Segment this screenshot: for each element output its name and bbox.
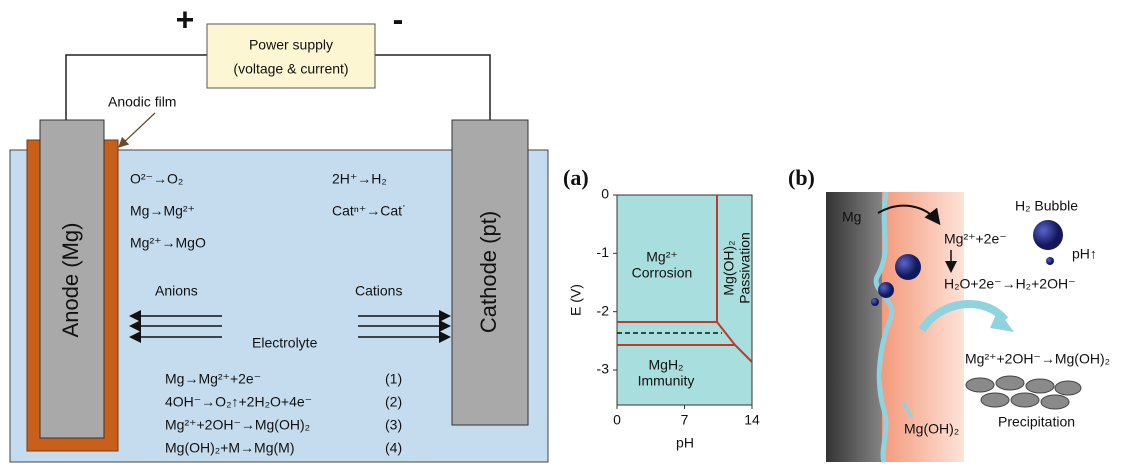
label: Anions [155,283,198,299]
region: Corrosion [632,265,693,281]
minus: - [393,1,404,37]
wire [375,55,490,120]
mg-substrate [826,192,886,462]
y-tick-label: -1 [597,244,610,260]
y-tick-label: -2 [597,302,610,318]
label: Mg²⁺+2e⁻ [944,231,1007,247]
arrow [120,113,155,146]
region: Immunity [638,373,695,389]
bubble [878,282,894,298]
bubble [871,298,879,306]
equation-number: (4) [385,440,402,456]
y-label: E (V) [568,284,584,316]
label: Anodic film [108,94,176,110]
figure: Power supply (voltage & current) + - Ano… [0,0,1145,467]
cathode-label: Cathode (pt) [476,211,501,333]
region: Passivation [737,232,753,304]
bubble [895,254,921,280]
label: Mg(OH)₂ [904,421,959,437]
anode-label: Anode (Mg) [58,223,83,338]
equation-number: (2) [385,394,402,410]
reaction: Catⁿ⁺→Cat˙ [332,203,407,219]
equation: Mg(OH)₂+M→Mg(M) [165,440,294,456]
y-tick-label: -3 [597,361,610,377]
bubble [1033,220,1063,250]
equation: Mg²⁺+2OH⁻→Mg(OH)₂ [165,417,310,433]
label: Power supply [249,37,333,53]
label: H₂O+2e⁻→H₂+2OH⁻ [944,276,1075,292]
reaction: Mg→Mg²⁺ [130,203,195,219]
power-supply [207,24,375,88]
reaction: O²⁻→O₂ [130,171,183,187]
bubble [1046,257,1054,265]
pourbaix: (a) Mg²⁺ Corrosion MgH₂ Immunity Mg(OH)₂… [563,165,760,451]
label: H₂ Bubble [1015,198,1078,214]
x-tick-label: 7 [681,412,689,428]
reaction: Mg²⁺→MgO [130,235,206,251]
panel-label: (a) [563,165,589,190]
label: Mg [842,209,861,225]
label: (voltage & current) [233,61,348,77]
panel-label: (b) [788,165,815,190]
x-tick-label: 14 [744,412,760,428]
cell: Power supply (voltage & current) + - Ano… [10,1,548,462]
x-label: pH [676,435,694,451]
reaction: 2H⁺→H₂ [332,171,387,187]
label: pH↑ [1072,246,1097,262]
equation: Mg→Mg²⁺+2e⁻ [165,371,261,387]
label: Cations [355,283,402,299]
plus: + [176,1,195,37]
precipitate [966,376,1081,409]
region: Mg(OH)₂ [721,240,737,295]
label: Mg²⁺+2OH⁻→Mg(OH)₂ [965,351,1110,367]
equation-number: (3) [385,417,402,433]
equation-number: (1) [385,371,402,387]
region: MgH₂ [649,357,684,373]
schematic: (b) Mg H₂ Bubble Mg²⁺+2e⁻ pH↑ H₂O+2e⁻→H₂… [788,165,1110,462]
y-tick-label: 0 [601,186,609,202]
region: Mg²⁺ [646,249,678,265]
wire [66,55,207,120]
x-tick-label: 0 [613,412,621,428]
equation: 4OH⁻→O₂↑+2H₂O+4e⁻ [165,394,312,410]
label: Precipitation [998,414,1075,430]
label: Electrolyte [252,335,318,351]
